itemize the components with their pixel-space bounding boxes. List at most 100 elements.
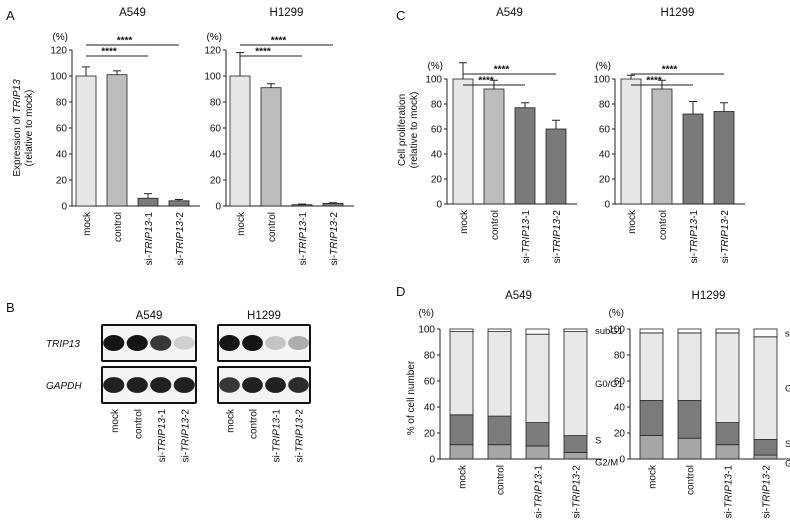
b-h1299-blot-box <box>217 324 311 362</box>
d-h1299-tick-label: 0 <box>619 455 625 466</box>
c-h1299-bar <box>620 78 642 205</box>
d-h1299-unit-label: (%) <box>608 308 624 319</box>
panel-label-c: C <box>396 8 405 23</box>
b-a549-blot-box <box>101 366 197 404</box>
a-h1299-tick-label: 0 <box>215 202 221 213</box>
a-h1299-tick-label: 100 <box>204 72 221 83</box>
c-a549-bar <box>483 88 505 205</box>
d-a549-segment-g0g1 <box>449 331 474 416</box>
b-h1299-band <box>288 335 309 351</box>
a-a549-category-label: si-TRIP13-2 <box>175 212 186 266</box>
a-h1299-category-label: si-TRIP13-2 <box>329 212 340 266</box>
b-a549-band <box>103 335 125 351</box>
c-a549-unit-label: (%) <box>427 61 443 72</box>
c-h1299-bar <box>713 111 735 205</box>
d-a549-segment-g0g1 <box>525 333 550 424</box>
a-h1299-tick-label: 80 <box>210 98 222 109</box>
d-a549-phase-label: G0/G1 <box>595 379 623 390</box>
c-a549-category-label: control <box>490 210 501 240</box>
d-a549-tick-label: 20 <box>424 429 436 440</box>
d-a549-segment-g2m <box>487 444 512 460</box>
b-h1299-blot-box <box>217 366 311 404</box>
a-a549-unit-label: (%) <box>52 32 68 43</box>
d-h1299-tick-label: 60 <box>614 377 626 388</box>
a-a549-category-label: control <box>113 212 124 242</box>
b-a549-band <box>103 377 125 393</box>
b-a549-title: A549 <box>136 310 163 322</box>
c-a549-category-label: mock <box>459 209 470 234</box>
c-a549-tick-label: 40 <box>431 150 443 161</box>
d-h1299-segment-subg1 <box>677 328 702 334</box>
panel-label-d: D <box>396 284 405 299</box>
d-h1299-tick-label: 40 <box>614 403 626 414</box>
a-h1299-bar <box>229 75 251 207</box>
b-a549-band <box>173 336 195 350</box>
c-a549-category-label: si-TRIP13-1 <box>521 210 532 264</box>
c-h1299-tick-label: 20 <box>599 175 611 186</box>
d-h1299-segment-subg1 <box>753 328 778 338</box>
a-a549-tick-label: 40 <box>56 150 68 161</box>
a-h1299-category-label: control <box>267 212 278 242</box>
a-a549-sig-stars: **** <box>117 36 133 47</box>
c-a549-bar <box>545 128 567 205</box>
d-h1299-segment-subg1 <box>639 328 664 334</box>
d-a549-tick-label: 0 <box>429 455 435 466</box>
d-a549-segment-g2m <box>525 445 550 460</box>
d-h1299-segment-g0g1 <box>639 332 664 401</box>
d-a549-segment-g2m <box>563 452 588 460</box>
d-a549-unit-label: (%) <box>418 308 434 319</box>
c-a549-title: A549 <box>496 7 523 19</box>
c-h1299-tick-label: 60 <box>599 125 611 136</box>
b-a549-band <box>126 335 148 351</box>
c-h1299-bar <box>651 88 673 205</box>
d-h1299-phase-label: subG1 <box>785 328 790 339</box>
d-h1299-category-label: si-TRIP13-2 <box>762 465 773 519</box>
d-h1299-segment-s <box>715 422 740 446</box>
c-h1299-bar <box>682 113 704 205</box>
b-a549-blot-box <box>101 324 197 362</box>
d-a549-tick-label: 80 <box>424 351 436 362</box>
a-h1299-unit-label: (%) <box>206 32 222 43</box>
a-a549-tick-label: 80 <box>56 98 68 109</box>
a-h1299-category-label: mock <box>236 211 247 236</box>
d-a549-category-label: si-TRIP13-1 <box>534 465 545 519</box>
c-a549-category-label: si-TRIP13-2 <box>552 210 563 264</box>
d-a549-segment-subg1 <box>525 328 550 335</box>
d-h1299-segment-s <box>677 400 702 439</box>
d-h1299-segment-subg1 <box>715 328 740 334</box>
c-h1299-tick-label: 80 <box>599 100 611 111</box>
panel-c-ylabel-line1: Cell proliferation <box>397 94 408 166</box>
b-a549-lane-label: si-TRIP13-2 <box>180 409 191 463</box>
a-h1299-tick-label: 20 <box>210 176 222 187</box>
c-h1299-category-label: si-TRIP13-1 <box>689 210 700 264</box>
a-a549-sig-stars: **** <box>101 47 117 58</box>
a-h1299-bar <box>291 204 313 207</box>
b-a549-band <box>150 377 172 393</box>
d-h1299-segment-g2m <box>639 435 664 460</box>
b-h1299-band <box>265 377 286 393</box>
a-h1299-bar <box>260 87 282 207</box>
d-h1299-category-label: control <box>686 465 697 495</box>
c-a549-tick-label: 100 <box>425 75 442 86</box>
d-a549-segment-s <box>563 435 588 453</box>
b-a549-lane-label: si-TRIP13-1 <box>157 409 168 463</box>
a-h1299-sig-stars: **** <box>255 47 271 58</box>
b-h1299-lane-label: si-TRIP13-2 <box>295 409 306 463</box>
a-h1299-tick-label: 60 <box>210 124 222 135</box>
d-h1299-segment-g2m <box>677 437 702 460</box>
panel-label-a: A <box>6 8 15 23</box>
a-h1299-bar <box>322 202 344 207</box>
d-a549-phase-label: S <box>595 436 601 447</box>
a-a549-bar <box>168 200 190 207</box>
c-h1299-category-label: mock <box>627 209 638 234</box>
b-h1299-lane-label: control <box>249 409 260 439</box>
d-h1299-segment-g2m <box>753 454 778 460</box>
a-a549-tick-label: 0 <box>61 202 67 213</box>
a-a549-bar <box>106 74 128 207</box>
d-a549-phase-label: subG1 <box>595 326 623 337</box>
d-a549-segment-s <box>449 414 474 446</box>
a-a549-category-label: mock <box>82 211 93 236</box>
d-a549-title: A549 <box>505 290 532 302</box>
d-a549-tick-label: 40 <box>424 403 436 414</box>
